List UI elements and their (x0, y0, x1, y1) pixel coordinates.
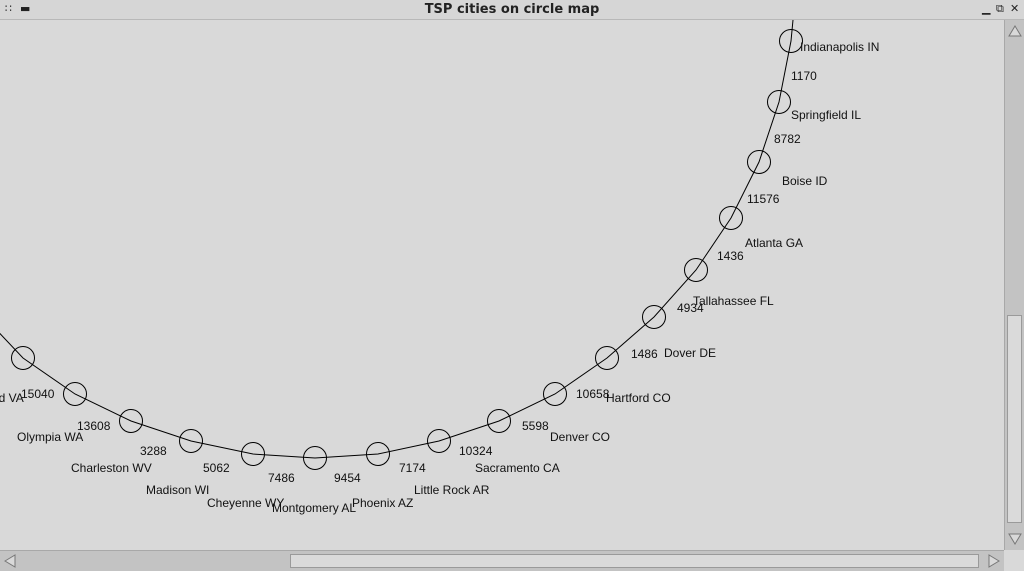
distance-label: 13608 (77, 419, 111, 433)
distance-label: 8782 (774, 132, 801, 146)
city-label: Springfield IL (791, 108, 861, 122)
city-label: Phoenix AZ (352, 496, 413, 510)
title-bar[interactable]: ∷ ▬ TSP cities on circle map ▁ ⧉ ✕ (0, 0, 1024, 20)
window-title: TSP cities on circle map (424, 2, 600, 17)
city-node[interactable] (767, 90, 791, 114)
scroll-up-icon[interactable] (1007, 23, 1023, 39)
distance-label: 1486 (631, 347, 658, 361)
city-label: Sacramento CA (475, 461, 560, 475)
map-canvas[interactable]: nd VA Olympia WA Charleston WV Madison WICh… (0, 20, 1004, 550)
minimize-icon[interactable]: ▁ (982, 2, 991, 15)
horizontal-scroll-thumb[interactable] (289, 554, 979, 568)
distance-label: 9454 (334, 471, 361, 485)
city-node[interactable] (241, 442, 265, 466)
scroll-right-icon[interactable] (986, 553, 1002, 569)
city-label: Olympia WA (17, 430, 83, 444)
distance-label: 7174 (399, 461, 426, 475)
city-label: Atlanta GA (745, 236, 803, 250)
distance-label: 1170 (791, 69, 817, 83)
city-node[interactable] (119, 409, 143, 433)
city-node[interactable] (719, 206, 743, 230)
distance-label: 3288 (140, 444, 167, 458)
scroll-corner (1004, 550, 1024, 571)
circle-map: nd VA Olympia WA Charleston WV Madison WICh… (0, 20, 879, 515)
horizontal-scrollbar[interactable] (0, 550, 1004, 571)
city-label: Little Rock AR (414, 483, 490, 497)
city-label: Indianapolis IN (800, 40, 879, 54)
city-label: Charleston WV (71, 461, 152, 475)
distance-label: 10324 (459, 444, 493, 458)
city-node[interactable] (63, 382, 87, 406)
vertical-scrollbar[interactable] (1004, 20, 1024, 550)
distance-label: 1436 (717, 249, 744, 263)
city-node[interactable] (747, 150, 771, 174)
tour-path (0, 20, 794, 459)
city-node[interactable] (684, 258, 708, 282)
distance-label: 7486 (268, 471, 295, 485)
city-node[interactable] (427, 429, 451, 453)
city-label: Boise ID (782, 174, 828, 188)
scroll-down-icon[interactable] (1007, 531, 1023, 547)
city-node[interactable] (543, 382, 567, 406)
city-label: Madison WI (146, 483, 209, 497)
city-node[interactable] (303, 446, 327, 470)
distance-label: 10658 (576, 387, 610, 401)
scroll-left-icon[interactable] (2, 553, 18, 569)
city-node[interactable] (642, 305, 666, 329)
vertical-scroll-thumb[interactable] (1007, 314, 1022, 523)
city-label: Tallahassee FL (693, 294, 774, 308)
city-node[interactable] (179, 429, 203, 453)
distance-label: 15040 (21, 387, 55, 401)
distance-label: 5062 (203, 461, 230, 475)
city-label: Hartford CO (606, 391, 671, 405)
close-icon[interactable]: ✕ (1010, 2, 1020, 15)
window-menu-icon[interactable]: ▬ (20, 2, 31, 15)
city-label: Montgomery AL (272, 501, 356, 515)
city-label: Denver CO (550, 430, 610, 444)
restore-icon[interactable]: ⧉ (996, 2, 1004, 15)
city-node[interactable] (366, 442, 390, 466)
city-node[interactable] (487, 409, 511, 433)
city-label: Dover DE (664, 346, 716, 360)
city-label: nd VA (0, 391, 24, 405)
distance-label: 5598 (522, 419, 549, 433)
city-node[interactable] (11, 346, 35, 370)
grip-icon[interactable]: ∷ (5, 2, 12, 15)
city-node[interactable] (595, 346, 619, 370)
city-label: Cheyenne WY (207, 496, 284, 510)
city-node[interactable] (779, 29, 803, 53)
distance-label: 11576 (747, 192, 780, 206)
distance-label: 4934 (677, 301, 704, 315)
